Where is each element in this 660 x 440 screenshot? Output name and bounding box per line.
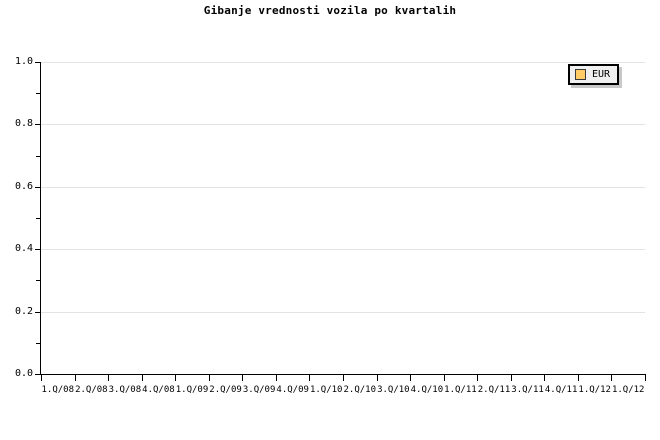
x-axis-tick-label: 1.Q/09 — [175, 385, 209, 395]
x-axis-tick — [108, 375, 109, 381]
y-axis-tick — [35, 249, 41, 251]
y-axis-tick — [35, 374, 41, 375]
x-axis-tick-label: 2.Q/09 — [209, 385, 242, 395]
y-axis-tick-label: 0.4 — [14, 243, 33, 255]
chart-legend[interactable]: EUR — [568, 64, 620, 85]
gridline-horizontal — [41, 124, 645, 126]
x-axis-tick — [142, 375, 143, 381]
y-axis-minor-tick — [36, 218, 41, 219]
y-axis-tick — [35, 186, 41, 188]
x-axis-tick — [175, 375, 176, 381]
legend-label-eur: EUR — [592, 69, 611, 80]
y-axis-minor-tick — [36, 93, 41, 95]
gridline-horizontal — [41, 249, 645, 251]
y-axis-label-group: 0.0 0.2 0.4 0.6 0.8 1.0 — [0, 0, 33, 440]
y-axis-tick-label: 1.0 — [14, 56, 33, 67]
x-axis-tick-label: 3.Q/11 — [511, 385, 544, 395]
y-axis-tick-label: 0.8 — [14, 118, 33, 130]
y-axis-tick-label: 0.0 — [14, 368, 33, 379]
y-axis-minor-tick — [36, 342, 41, 344]
x-axis-tick-label: 1.Q/12 — [611, 385, 645, 395]
x-axis-tick — [209, 375, 210, 381]
x-axis-tick — [444, 375, 445, 381]
gridline-horizontal — [41, 62, 645, 63]
x-axis-tick-label: 4.Q/09 — [276, 385, 309, 395]
x-axis-tick-label: 2.Q/08 — [75, 385, 108, 395]
legend-swatch-eur — [575, 69, 586, 80]
x-axis-tick-label: 2.Q/11 — [477, 385, 511, 395]
x-axis-tick-label: 4.Q/10 — [410, 385, 444, 395]
x-axis-tick — [477, 375, 478, 381]
plot-area — [41, 62, 645, 374]
x-axis-tick — [544, 375, 545, 381]
x-axis-tick-label: 1.Q/11 — [444, 385, 477, 395]
x-axis-tick-label: 3.Q/09 — [242, 385, 276, 395]
x-axis-tick-label: 1.Q/10 — [309, 385, 343, 395]
x-axis-line — [40, 374, 646, 375]
gridline-horizontal — [41, 311, 645, 313]
chart-title: Gibanje vrednosti vozila po kvartalih — [203, 4, 457, 17]
y-axis-tick — [35, 62, 41, 63]
x-axis-tick — [41, 375, 42, 381]
x-axis-tick — [309, 375, 310, 381]
y-axis-minor-tick — [36, 155, 41, 157]
x-axis-tick-label: 1.Q/12 — [578, 385, 611, 395]
x-axis-tick — [242, 375, 243, 381]
x-axis-tick-label: 3.Q/08 — [108, 385, 142, 395]
x-axis-tick-label: 2.Q/10 — [343, 385, 377, 395]
y-axis-tick — [35, 311, 41, 313]
x-axis-tick — [511, 375, 512, 381]
x-axis-tick — [578, 375, 579, 381]
x-axis-tick — [276, 375, 277, 381]
x-axis-tick — [343, 375, 344, 381]
y-axis-tick-label: 0.6 — [14, 180, 33, 192]
y-axis-tick-label: 0.2 — [14, 305, 33, 317]
x-axis-tick-label: 1.Q/08 — [41, 385, 75, 395]
y-axis-tick — [35, 124, 41, 126]
x-axis-tick — [377, 375, 378, 381]
x-axis-tick-label: 4.Q/11 — [544, 385, 578, 395]
gridline-horizontal — [41, 186, 645, 188]
x-axis-tick — [410, 375, 411, 381]
y-axis-minor-tick — [36, 280, 41, 282]
x-axis-tick-label: 4.Q/08 — [142, 385, 175, 395]
x-axis-tick — [75, 375, 76, 381]
x-axis-tick-label: 3.Q/10 — [377, 385, 410, 395]
x-axis-tick — [645, 375, 646, 381]
x-axis-tick — [611, 375, 612, 381]
